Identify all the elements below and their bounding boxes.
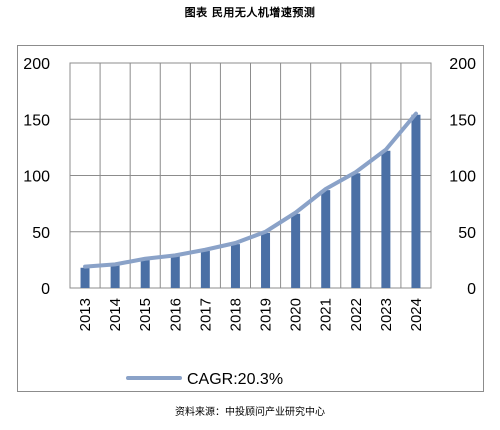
y2-tick-label: 150: [449, 112, 476, 129]
x-tick-label: 2024: [408, 298, 425, 331]
y2-tick-label: 200: [449, 56, 476, 73]
bar: [110, 265, 120, 288]
y2-tick-label: 50: [458, 225, 476, 242]
bar: [351, 173, 361, 288]
y-tick-label: 50: [32, 225, 50, 242]
x-tick-label: 2016: [167, 298, 184, 331]
chart-title: 图表 民用无人机增速预测: [184, 6, 316, 19]
legend: CAGR:20.3%: [126, 371, 283, 388]
gridlines: [69, 62, 432, 289]
bar: [291, 213, 301, 288]
y2-tick-label: 0: [467, 281, 476, 298]
y-axis-left: 0 50 100 150 200: [23, 56, 50, 298]
y2-tick-label: 100: [449, 169, 476, 186]
bar: [411, 114, 421, 288]
x-tick-label: 2020: [288, 298, 305, 331]
x-tick-label: 2013: [77, 298, 94, 331]
x-tick-label: 2023: [378, 298, 395, 331]
bars: [80, 114, 421, 288]
source-note: 资料来源：中投顾问产业研究中心: [175, 407, 325, 418]
x-tick-label: 2021: [318, 298, 335, 331]
x-tick-label: 2015: [137, 298, 154, 331]
bar: [381, 150, 391, 288]
y-tick-label: 100: [23, 169, 50, 186]
y-axis-right: 0 50 100 150 200: [449, 56, 476, 298]
y-tick-label: 150: [23, 112, 50, 129]
bar: [230, 244, 240, 288]
x-axis: 2013 2014 2015 2016 2017 2018 2019 2020 2021 2022…: [77, 298, 425, 331]
x-tick-label: 2018: [227, 298, 244, 331]
y-tick-label: 0: [41, 281, 50, 298]
bar: [80, 267, 90, 288]
x-tick-label: 2019: [258, 298, 275, 331]
y-tick-label: 200: [23, 56, 50, 73]
bar: [321, 190, 331, 288]
bar: [140, 259, 150, 288]
x-tick-label: 2022: [348, 298, 365, 331]
bar: [200, 250, 210, 288]
cagr-line-path: [83, 111, 418, 269]
bar: [261, 232, 271, 288]
x-tick-label: 2014: [107, 298, 124, 331]
x-tick-label: 2017: [197, 298, 214, 331]
cagr-line: [83, 111, 418, 269]
bar: [170, 256, 180, 288]
legend-label: CAGR:20.3%: [187, 371, 283, 388]
